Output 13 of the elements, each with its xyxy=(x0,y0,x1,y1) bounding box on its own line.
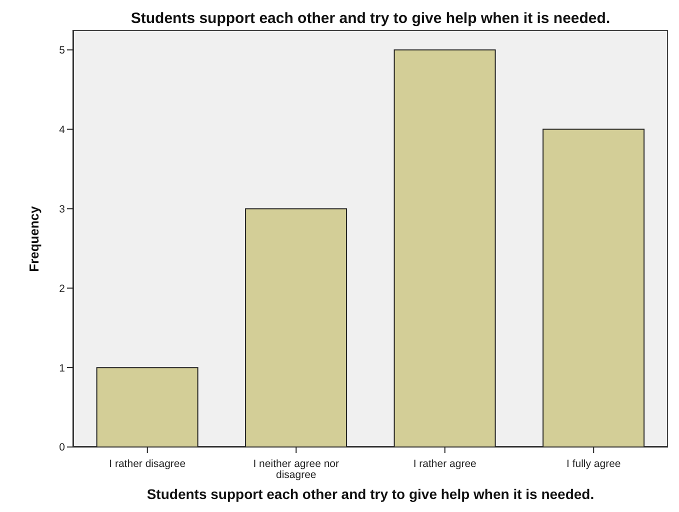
chart-title: Students support each other and try to give help when it is needed. xyxy=(130,10,612,27)
y-axis-title: Frequency xyxy=(26,206,42,272)
x-tick-label: I fully agree xyxy=(566,458,621,470)
y-tick-label: 0 xyxy=(59,442,66,454)
x-axis-title: Students support each other and try to give help when it is needed. xyxy=(146,486,596,502)
y-tick-label: 4 xyxy=(59,124,66,136)
x-tick-label: I rather disagree xyxy=(109,458,186,470)
x-tick-label: I neither agree nor disagree xyxy=(253,458,340,481)
y-tick-label: 2 xyxy=(59,282,66,295)
x-tick-label: I rather agree xyxy=(413,458,477,470)
y-tick-label: 5 xyxy=(59,44,66,57)
y-tick-label: 1 xyxy=(59,362,66,374)
y-tick-label: 3 xyxy=(59,203,66,216)
